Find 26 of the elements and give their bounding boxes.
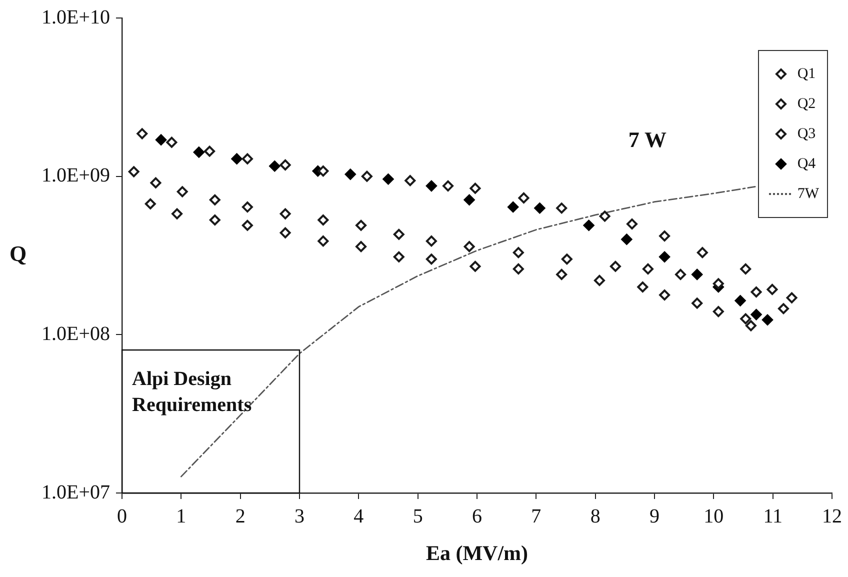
y-tick-label: 1.0E+10	[42, 6, 110, 28]
x-tick-label: 5	[412, 505, 423, 528]
y-axis-title: Q	[9, 241, 27, 266]
y-tick-label: 1.0E+09	[42, 164, 110, 187]
x-tick-label: 6	[472, 505, 482, 528]
x-tick-label: 4	[354, 505, 364, 528]
y-tick-label: 1.0E+08	[42, 322, 110, 345]
legend-label: 7W	[797, 186, 819, 202]
y-tick-label: 1.0E+07	[42, 481, 110, 504]
x-tick-label: 3	[294, 505, 304, 528]
x-tick-label: 2	[235, 505, 246, 528]
x-tick-label: 10	[704, 505, 724, 528]
x-tick-label: 9	[650, 505, 660, 528]
x-tick-label: 1	[176, 505, 186, 528]
legend-label: Q4	[797, 156, 816, 172]
annotation: 7 W	[628, 127, 666, 152]
legend-label: Q1	[797, 66, 816, 82]
x-tick-label: 7	[531, 505, 542, 528]
x-tick-label: 11	[763, 505, 782, 528]
x-tick-label: 8	[590, 505, 600, 528]
x-axis-title: Ea (MV/m)	[426, 540, 528, 565]
x-tick-label: 12	[822, 505, 842, 528]
x-tick-label: 0	[117, 505, 127, 528]
legend-label: Q3	[797, 126, 816, 142]
annotation: Alpi Design Requirements	[132, 368, 252, 416]
legend-label: Q2	[797, 96, 816, 112]
